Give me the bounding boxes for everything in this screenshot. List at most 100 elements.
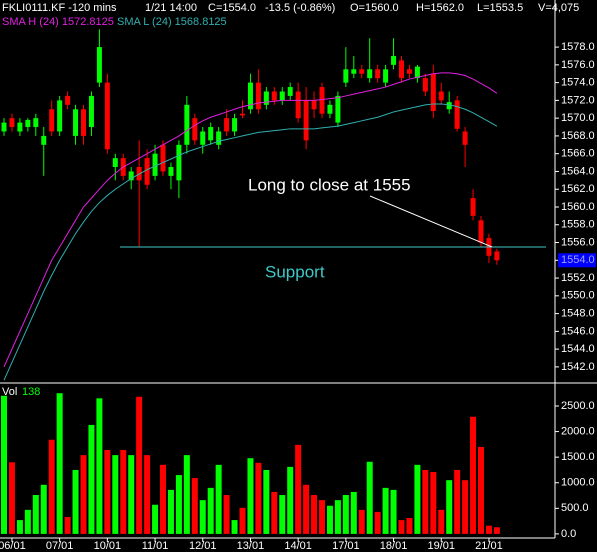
y-tick-label: 1556.0 — [561, 236, 595, 248]
y-tick-label: 1000.0 — [561, 477, 595, 489]
header-symbol: FKLI0111.KF -120 mins — [2, 2, 117, 14]
volume-bar — [215, 464, 222, 534]
volume-bar — [80, 455, 87, 534]
x-tick-label: 12/01 — [189, 540, 217, 552]
candle-body — [200, 131, 206, 145]
price-plot — [1, 29, 500, 381]
candle-body — [216, 131, 222, 145]
volume-bar — [120, 450, 127, 534]
volume-bar — [104, 450, 111, 534]
candle-body — [152, 153, 158, 176]
candle-body — [192, 118, 198, 141]
volume-bar — [40, 484, 47, 534]
candle-body — [271, 91, 277, 101]
candle-body — [128, 171, 134, 181]
candle-body — [1, 122, 7, 132]
volume-bar — [144, 455, 151, 534]
candle-body — [9, 118, 15, 128]
candle-body — [438, 91, 444, 101]
candle-body — [160, 144, 166, 172]
candle-body — [351, 69, 357, 74]
candle-body — [208, 127, 214, 141]
x-tick-label: 11/01 — [142, 540, 169, 552]
candle-body — [478, 220, 484, 243]
x-tick-label: 10/01 — [94, 540, 122, 552]
candle-body — [462, 131, 468, 145]
candle-body — [430, 73, 436, 112]
volume-bar — [334, 500, 341, 534]
volume-bar — [485, 525, 492, 534]
volume-bar — [175, 475, 182, 534]
candle-body — [232, 118, 238, 132]
y-tick-label: 1550.0 — [561, 290, 595, 302]
volume-bar — [374, 511, 381, 534]
annotation: Support — [265, 262, 325, 281]
volume-bar — [199, 500, 206, 534]
volume-bar — [303, 484, 310, 534]
y-tick-label: 1546.0 — [561, 325, 595, 337]
candle-body — [319, 87, 325, 114]
volume-bar — [422, 469, 429, 534]
volume-bar — [128, 455, 135, 534]
volume-bar — [319, 500, 325, 534]
candle-body — [295, 91, 301, 119]
candle-body — [168, 167, 174, 176]
candle-body — [263, 91, 269, 105]
y-tick-label: 1566.0 — [561, 148, 595, 160]
last-price-label: 1554.0 — [561, 254, 595, 266]
volume-bar — [56, 393, 63, 534]
annotation-arrow — [369, 195, 493, 248]
candle-body — [494, 251, 500, 261]
last-price-box — [558, 253, 596, 268]
candle-body — [255, 82, 261, 110]
y-tick-label: 0.0 — [561, 528, 576, 540]
candle-body — [57, 100, 63, 132]
volume-last: 138 — [22, 386, 40, 398]
candle-body — [375, 69, 381, 79]
y-tick-label: 1552.0 — [561, 272, 595, 284]
candle-body — [414, 66, 420, 79]
volume-bar — [16, 520, 23, 534]
volume-bar — [358, 509, 365, 534]
volume-bar — [136, 396, 143, 534]
x-tick-label: 06/01 — [0, 540, 26, 552]
candle-body — [224, 118, 230, 132]
volume-bar — [255, 462, 262, 534]
candle-body — [343, 69, 349, 83]
volume-bar — [1, 395, 7, 534]
y-tick-label: 1564.0 — [561, 165, 595, 177]
y-tick-label: 1558.0 — [561, 219, 595, 231]
volume-bar — [239, 507, 246, 534]
volume-bar — [112, 455, 119, 534]
volume-bar — [382, 487, 389, 534]
legend-entry: SMA H (24) 1572.8125 — [2, 16, 114, 28]
header-open: O=1560.0 — [350, 2, 399, 14]
volume-bar — [160, 464, 166, 534]
candle-body — [399, 60, 404, 79]
volume-bar — [438, 509, 445, 534]
x-tick-label: 13/01 — [237, 540, 265, 552]
candle-body — [279, 91, 285, 101]
x-tick-label: 21/01 — [475, 540, 503, 552]
y-tick-label: 1548.0 — [561, 308, 595, 320]
volume-bar — [287, 466, 294, 534]
candle-body — [96, 47, 102, 83]
x-tick-label: 19/01 — [427, 540, 455, 552]
y-tick-label: 1542.0 — [561, 361, 595, 373]
y-tick-label: 1562.0 — [561, 183, 595, 195]
header-high: H=1562.0 — [416, 2, 464, 14]
candle-body — [73, 109, 79, 136]
volume-bar — [470, 416, 477, 534]
volume-bar — [390, 489, 397, 534]
candle-body — [176, 144, 182, 181]
y-tick-label: 1574.0 — [561, 77, 595, 89]
header-change: -13.5 (-0.86%) — [265, 2, 335, 14]
sma-line — [3, 103, 498, 381]
volume-bar — [247, 458, 254, 534]
candle-body — [359, 69, 365, 74]
volume-bar — [350, 491, 357, 534]
annotation: Long to close at 1555 — [248, 175, 411, 194]
y-tick-label: 2500.0 — [561, 400, 595, 412]
